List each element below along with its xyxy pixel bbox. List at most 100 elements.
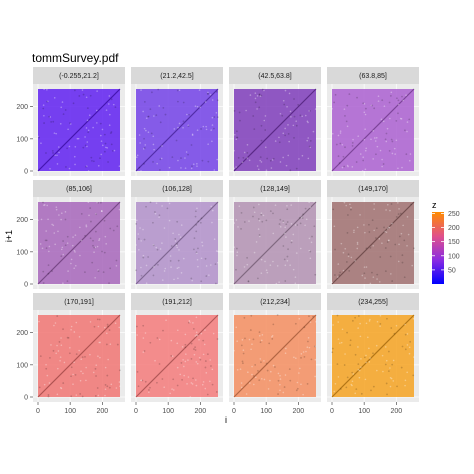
data-point: [254, 363, 257, 366]
data-point: [375, 227, 378, 230]
data-point: [100, 201, 102, 204]
data-point: [289, 379, 292, 382]
data-point: [298, 158, 300, 160]
data-point: [74, 163, 76, 166]
data-point: [386, 393, 388, 396]
data-point: [74, 146, 77, 148]
data-point: [386, 203, 389, 206]
data-point: [42, 201, 44, 204]
data-point: [337, 155, 340, 158]
data-point: [211, 383, 214, 386]
data-point: [78, 336, 81, 338]
data-point: [62, 328, 64, 331]
data-point: [89, 94, 92, 97]
data-point: [375, 153, 377, 156]
data-point: [118, 208, 121, 211]
data-point: [99, 157, 101, 159]
data-point: [61, 101, 64, 103]
data-point: [278, 281, 280, 283]
x-tick-label: 200: [390, 408, 402, 415]
data-point: [336, 363, 339, 366]
data-point: [216, 99, 219, 102]
data-point: [290, 204, 292, 206]
data-point: [37, 219, 39, 222]
data-point: [406, 344, 409, 346]
data-point: [394, 243, 397, 246]
data-point: [257, 218, 260, 220]
data-point: [362, 159, 365, 162]
data-point: [191, 165, 193, 168]
data-point: [137, 233, 140, 235]
data-point: [143, 162, 145, 165]
data-point: [347, 165, 349, 168]
data-point: [109, 267, 112, 270]
data-point: [386, 241, 389, 243]
data-point: [263, 360, 265, 362]
data-point: [207, 91, 209, 94]
data-point: [196, 334, 199, 337]
data-point: [56, 154, 58, 157]
data-point: [100, 210, 103, 212]
data-point: [377, 100, 380, 102]
facet-strip: [131, 293, 223, 310]
data-point: [177, 126, 179, 129]
data-point: [356, 241, 359, 244]
data-point: [401, 345, 404, 348]
data-point: [145, 205, 147, 208]
data-point: [154, 359, 156, 362]
data-point: [204, 366, 207, 369]
data-point: [136, 156, 138, 158]
data-point: [279, 161, 282, 163]
data-point: [364, 168, 367, 171]
data-point: [381, 158, 383, 161]
data-point: [192, 322, 194, 324]
data-point: [405, 153, 408, 156]
x-tick-label: 0: [36, 408, 40, 415]
data-point: [404, 129, 406, 132]
data-point: [381, 165, 383, 168]
data-point: [100, 140, 103, 142]
data-point: [379, 314, 382, 317]
data-point: [333, 101, 336, 104]
data-point: [66, 336, 69, 339]
data-point: [286, 105, 288, 108]
data-point: [309, 110, 311, 112]
data-point: [343, 108, 346, 110]
data-point: [216, 116, 219, 119]
data-point: [73, 155, 76, 158]
data-point: [339, 132, 342, 134]
data-point: [73, 267, 75, 270]
data-point: [339, 388, 342, 390]
data-point: [379, 325, 381, 327]
data-point: [118, 165, 121, 167]
data-point: [408, 346, 411, 349]
data-point: [236, 340, 238, 343]
data-point: [361, 169, 364, 172]
data-point: [143, 100, 146, 103]
data-point: [142, 254, 145, 257]
y-axis-title: i+1: [4, 230, 14, 242]
data-point: [197, 220, 200, 223]
data-point: [371, 104, 374, 107]
data-point: [350, 208, 352, 211]
data-point: [147, 115, 150, 118]
data-point: [295, 124, 298, 127]
data-point: [359, 214, 361, 216]
data-point: [156, 337, 159, 339]
data-point: [310, 358, 313, 361]
data-point: [303, 326, 306, 329]
data-point: [253, 211, 256, 214]
data-point: [85, 379, 87, 382]
data-point: [254, 97, 257, 100]
data-point: [260, 124, 263, 127]
data-point: [245, 393, 248, 395]
data-point: [365, 266, 368, 268]
data-point: [406, 333, 409, 335]
data-point: [272, 232, 275, 235]
data-point: [210, 264, 212, 266]
data-point: [200, 280, 203, 283]
data-point: [399, 117, 402, 120]
data-point: [376, 145, 379, 148]
data-point: [215, 391, 218, 393]
data-point: [265, 269, 268, 271]
